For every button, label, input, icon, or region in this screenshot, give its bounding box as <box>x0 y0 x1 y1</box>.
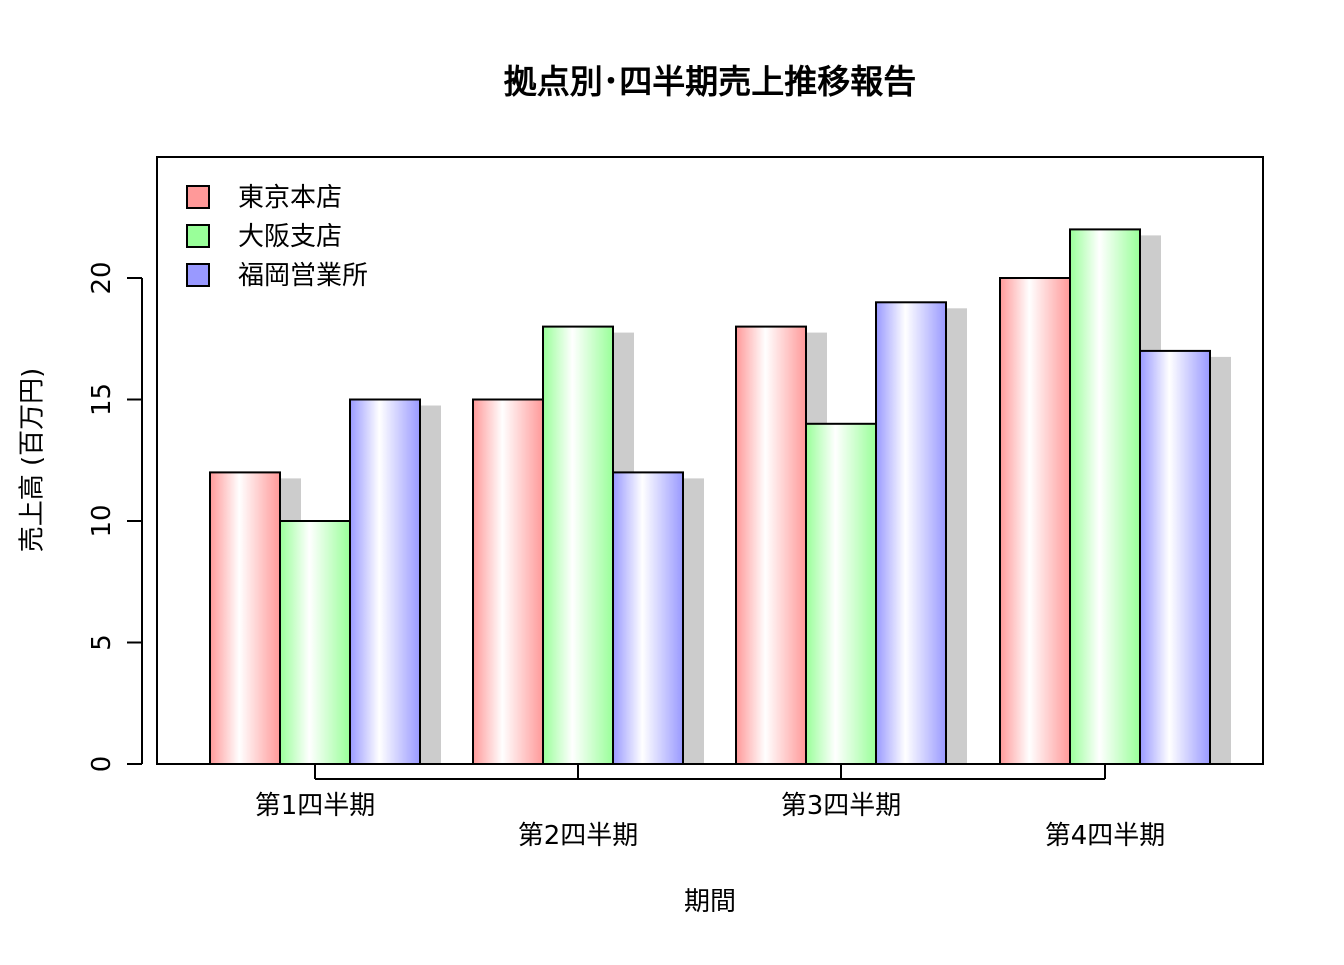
bar-3-4 <box>1139 349 1211 765</box>
y-axis: 0 5 10 15 20 <box>87 261 143 773</box>
y-tick-label: 0 <box>87 756 117 773</box>
legend-label: 大阪支店 <box>238 222 342 252</box>
bar-1-3 <box>735 325 807 765</box>
bar-1-1 <box>209 471 281 765</box>
x-tick-label: 第4四半期 <box>1045 821 1166 851</box>
legend-label: 福岡営業所 <box>238 261 368 291</box>
bar-1-2 <box>472 398 544 765</box>
y-tick-label: 10 <box>87 504 117 537</box>
bar-3-1 <box>349 398 421 765</box>
legend-label: 東京本店 <box>238 183 342 213</box>
chart-title: 拠点別･四半期売上推移報告 <box>504 62 917 101</box>
x-tick-label: 第3四半期 <box>781 791 902 821</box>
y-axis-title: 売上高 (百万円) <box>18 368 48 553</box>
bar-3-2 <box>612 471 684 765</box>
y-tick-label: 15 <box>87 383 117 416</box>
bar-2-1 <box>279 520 351 765</box>
bar-1-4 <box>999 277 1071 765</box>
y-tick-label: 5 <box>87 634 117 651</box>
legend-swatch <box>186 263 210 287</box>
x-tick-label: 第1四半期 <box>255 791 376 821</box>
bar-2-4 <box>1069 228 1141 765</box>
legend-swatch <box>186 224 210 248</box>
y-tick-label: 20 <box>87 261 117 294</box>
bars-layer <box>209 228 1231 765</box>
bar-2-3 <box>805 422 877 765</box>
x-axis-title: 期間 <box>684 887 736 917</box>
legend-swatch <box>186 185 210 209</box>
plot-frame <box>156 156 1264 765</box>
x-tick-label: 第2四半期 <box>518 821 639 851</box>
bar-2-2 <box>542 325 614 765</box>
bar-3-3 <box>875 301 947 765</box>
